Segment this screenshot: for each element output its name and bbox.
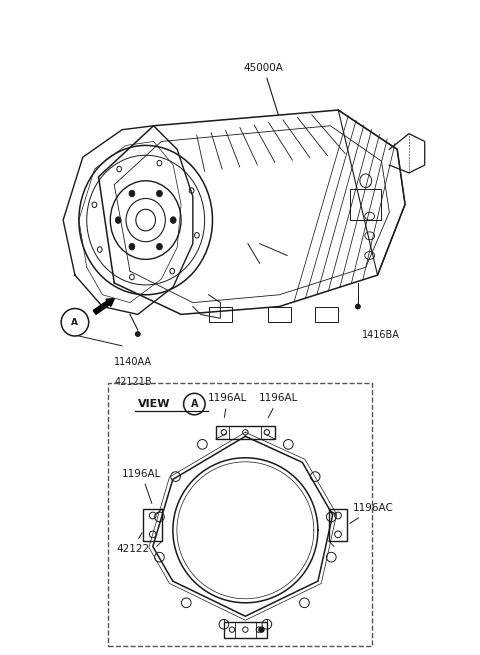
Text: 1196AL: 1196AL bbox=[208, 394, 247, 417]
Ellipse shape bbox=[129, 190, 135, 197]
Text: 1140AA: 1140AA bbox=[114, 358, 152, 367]
Text: 42122: 42122 bbox=[117, 533, 150, 553]
Ellipse shape bbox=[170, 217, 176, 223]
Ellipse shape bbox=[156, 243, 162, 250]
Text: 1416BA: 1416BA bbox=[362, 330, 400, 340]
Bar bbox=[329, 509, 348, 541]
Ellipse shape bbox=[135, 331, 141, 337]
Bar bbox=[224, 622, 267, 638]
Bar bbox=[216, 426, 275, 439]
Bar bbox=[144, 509, 162, 541]
Text: 42121B: 42121B bbox=[114, 377, 152, 387]
Bar bbox=[315, 307, 338, 322]
Text: A: A bbox=[191, 399, 198, 409]
Circle shape bbox=[258, 626, 264, 633]
Text: 45000A: 45000A bbox=[244, 63, 284, 115]
Ellipse shape bbox=[115, 217, 121, 223]
Bar bbox=[208, 307, 232, 322]
FancyArrow shape bbox=[93, 299, 114, 314]
Text: A: A bbox=[72, 318, 78, 327]
Ellipse shape bbox=[156, 190, 162, 197]
Text: VIEW: VIEW bbox=[138, 399, 170, 409]
Ellipse shape bbox=[129, 243, 135, 250]
Text: 1196AC: 1196AC bbox=[350, 504, 394, 523]
Text: 1196AL: 1196AL bbox=[259, 394, 298, 418]
Text: 1196AL: 1196AL bbox=[122, 468, 161, 504]
Ellipse shape bbox=[355, 303, 361, 309]
Bar bbox=[267, 307, 291, 322]
